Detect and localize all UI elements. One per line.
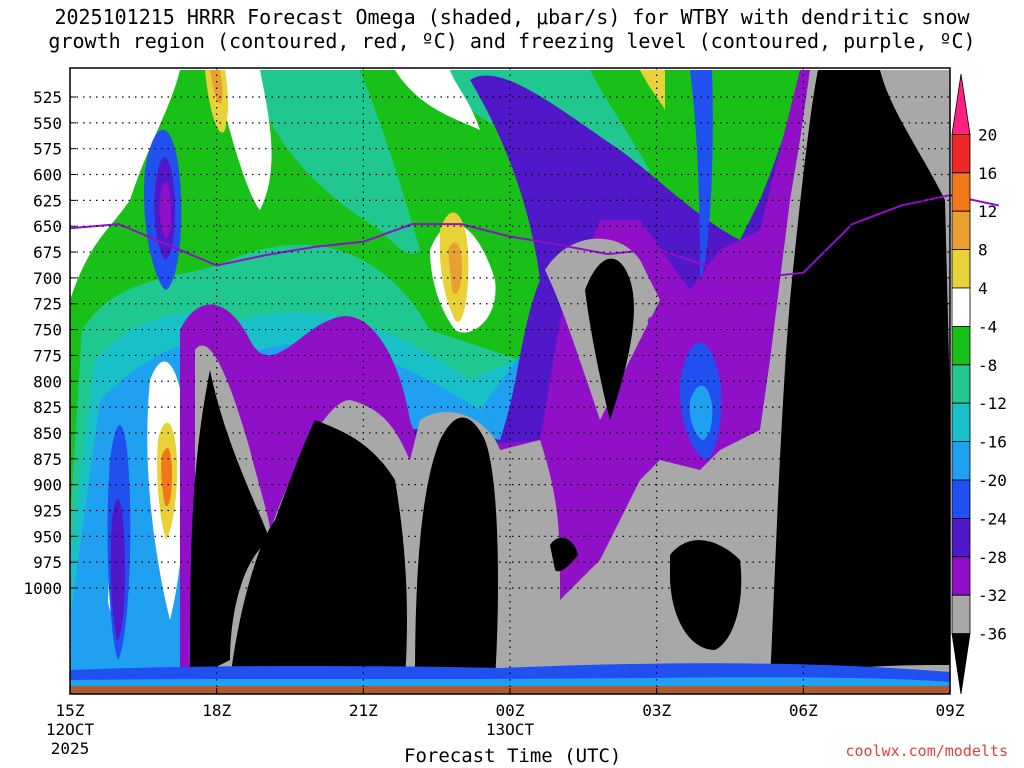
- colorbar-label: -16: [978, 433, 1007, 452]
- y-tick-label: 800: [33, 372, 62, 391]
- y-tick-label: 625: [33, 191, 62, 210]
- colorbar-swatch: [951, 172, 971, 212]
- y-tick-label: 750: [33, 321, 62, 340]
- colorbar-swatch: [951, 518, 971, 558]
- x-tick-label: 06Z: [789, 701, 818, 720]
- colorbar-label: 20: [978, 125, 997, 144]
- y-tick-label: 575: [33, 140, 62, 159]
- y-tick-label: 775: [33, 346, 62, 365]
- y-tick-label: 925: [33, 501, 62, 520]
- x-tick-label: 09Z: [936, 701, 965, 720]
- freezing-level-label: 0: [647, 316, 655, 331]
- colorbar-swatch: [951, 402, 971, 442]
- y-tick-label: 725: [33, 295, 62, 314]
- colorbar-swatch: [951, 287, 971, 327]
- y-axis: 525 550 575 600 625 650 675 700 725 750 775 800 825 8…: [23, 88, 76, 598]
- x-tick-label: 03Z: [642, 701, 671, 720]
- colorbar-swatch: [951, 633, 971, 695]
- chart-title-line2: growth region (contoured, red, ºC) and f…: [48, 29, 976, 53]
- colorbar-swatch: [951, 73, 971, 135]
- colorbar-swatch: [951, 556, 971, 596]
- chart-title-line1: 2025101215 HRRR Forecast Omega (shaded, …: [54, 5, 970, 29]
- colorbar-label: -24: [978, 509, 1007, 528]
- colorbar-label: -20: [978, 471, 1007, 490]
- y-tick-label: 825: [33, 398, 62, 417]
- colorbar-swatch: [951, 364, 971, 404]
- x-axis-title: Forecast Time (UTC): [404, 745, 622, 767]
- x-tick-label: 15Z: [56, 701, 85, 720]
- colorbar: 20 16 12 8 4 -4 -8 -12 -16 -20 -24 -28 -32 -36: [951, 73, 1007, 695]
- colorbar-label: 12: [978, 202, 997, 221]
- colorbar-swatch: [951, 479, 971, 519]
- y-tick-label: 975: [33, 553, 62, 572]
- colorbar-label: 8: [978, 241, 988, 260]
- omega-shading: [70, 68, 950, 694]
- x-tick-year: 2025: [51, 739, 90, 758]
- colorbar-label: 16: [978, 164, 997, 183]
- y-tick-label: 950: [33, 527, 62, 546]
- colorbar-swatch: [951, 210, 971, 250]
- credit-text: coolwx.com/modelts: [845, 742, 1008, 760]
- x-tick-date: 12OCT: [46, 720, 95, 739]
- colorbar-label: -32: [978, 586, 1007, 605]
- y-tick-label: 600: [33, 166, 62, 185]
- colorbar-swatch: [951, 249, 971, 289]
- colorbar-label: -4: [978, 317, 997, 336]
- colorbar-label: -12: [978, 394, 1007, 413]
- y-tick-label: 675: [33, 243, 62, 262]
- freezing-level-line: [69, 194, 1000, 279]
- x-tick-label: 18Z: [202, 701, 231, 720]
- y-tick-label: 550: [33, 114, 62, 133]
- colorbar-label: -8: [978, 356, 997, 375]
- y-tick-label: 900: [33, 476, 62, 495]
- y-tick-label: 850: [33, 424, 62, 443]
- y-tick-label: 1000: [23, 579, 62, 598]
- y-tick-label: 650: [33, 217, 62, 236]
- y-tick-label: 700: [33, 269, 62, 288]
- colorbar-swatch: [951, 326, 971, 366]
- colorbar-label: -36: [978, 625, 1007, 644]
- y-tick-label: 875: [33, 450, 62, 469]
- colorbar-label: 4: [978, 279, 988, 298]
- colorbar-swatch: [951, 594, 971, 634]
- x-tick-label: 00Z: [496, 701, 525, 720]
- colorbar-swatch: [951, 441, 971, 481]
- colorbar-label: -28: [978, 548, 1007, 567]
- y-tick-label: 525: [33, 88, 62, 107]
- x-tick-date: 13OCT: [486, 720, 535, 739]
- x-tick-label: 21Z: [349, 701, 378, 720]
- colorbar-swatch: [951, 134, 971, 174]
